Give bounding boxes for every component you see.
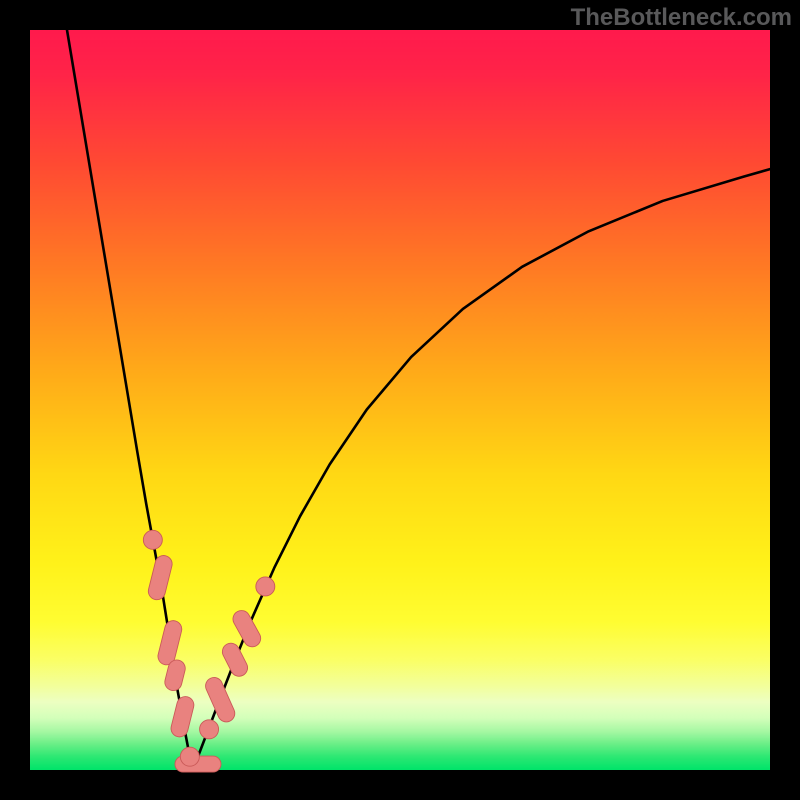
curve [193,169,770,770]
data-marker [143,530,162,549]
data-marker [256,577,275,596]
data-marker-capsule [230,607,264,649]
data-marker-capsule [156,619,183,667]
chart-stage: TheBottleneck.com [0,0,800,800]
data-marker-capsule [219,640,250,679]
data-marker [200,720,219,739]
chart-svg [0,0,800,800]
attribution-text: TheBottleneck.com [571,4,792,32]
data-marker-capsule [169,695,195,739]
data-marker [180,747,199,766]
data-marker-capsule [203,675,238,725]
data-marker-capsule [147,554,174,602]
